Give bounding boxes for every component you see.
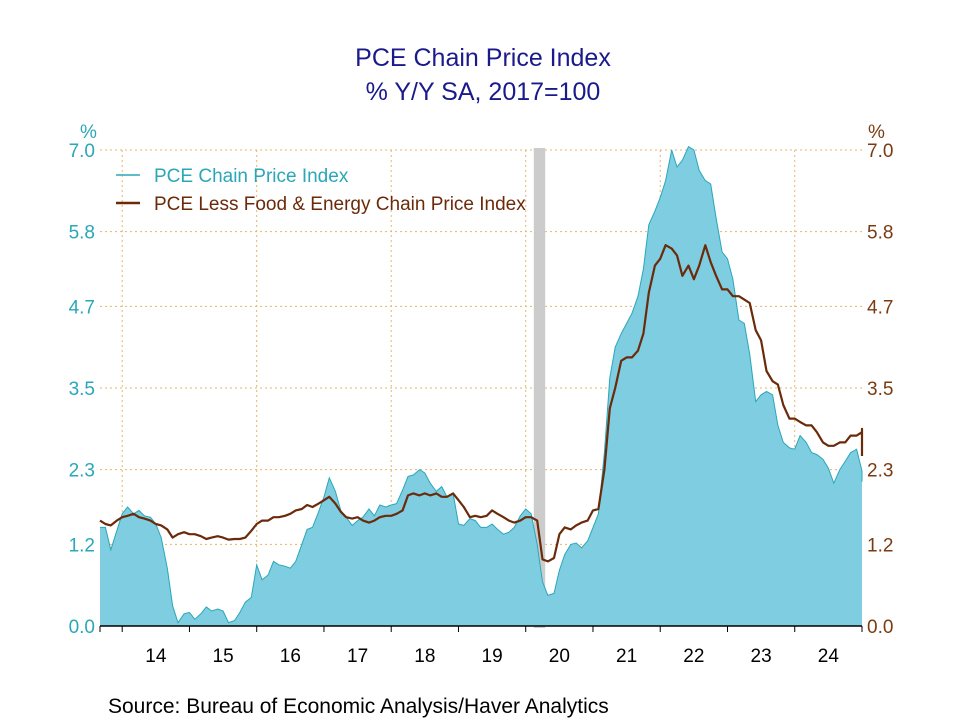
legend-pce-label: PCE Chain Price Index — [154, 166, 349, 187]
y-tick-labels: 0.0 0.0 1.2 1.2 2.3 2.3 3.5 3.5 4.7 4.7 5.8 5.8 7.0 7… — [69, 141, 894, 638]
x-tick-label: 23 — [751, 646, 772, 667]
right-y-tick-label: 5.8 — [867, 223, 893, 244]
right-y-tick-label: 1.2 — [867, 535, 893, 556]
left-axis-unit: % — [80, 122, 97, 143]
recession-band — [533, 148, 546, 628]
left-y-tick-label: 0.0 — [69, 617, 95, 638]
x-tick-label: 24 — [818, 646, 840, 667]
left-y-tick-label: 7.0 — [69, 141, 95, 162]
right-y-tick-label: 4.7 — [867, 297, 893, 318]
legend: PCE Chain Price Index PCE Less Food & En… — [116, 166, 526, 215]
right-axis-unit: % — [868, 122, 885, 143]
pce-area — [100, 146, 862, 626]
x-tick-label: 20 — [549, 646, 570, 667]
left-y-tick-label: 1.2 — [69, 535, 95, 556]
right-y-tick-label: 0.0 — [867, 617, 893, 638]
x-tick-label: 19 — [482, 646, 503, 667]
left-y-tick-label: 3.5 — [69, 379, 95, 400]
right-y-tick-label: 3.5 — [867, 379, 893, 400]
axes — [99, 625, 863, 632]
left-y-tick-label: 5.8 — [69, 223, 95, 244]
x-tick-label: 14 — [145, 646, 167, 667]
right-y-tick-label: 7.0 — [867, 141, 893, 162]
x-tick-label: 22 — [683, 646, 704, 667]
source-note: Source: Bureau of Economic Analysis/Have… — [108, 695, 609, 718]
left-y-tick-label: 4.7 — [69, 297, 95, 318]
x-tick-label: 16 — [280, 646, 301, 667]
left-y-tick-label: 2.3 — [69, 461, 95, 482]
pce-line — [100, 145, 863, 624]
chart-title: PCE Chain Price Index — [355, 44, 611, 72]
chart-subtitle: % Y/Y SA, 2017=100 — [366, 78, 601, 106]
x-tick-label: 21 — [616, 646, 637, 667]
x-tick-label: 18 — [414, 646, 435, 667]
legend-core-label: PCE Less Food & Energy Chain Price Index — [154, 194, 526, 215]
x-tick-label: 15 — [213, 646, 234, 667]
x-tick-label: 17 — [347, 646, 368, 667]
x-tick-labels: 14 15 16 17 18 19 20 21 22 23 24 — [145, 646, 839, 667]
right-y-tick-label: 2.3 — [867, 461, 893, 482]
core-pce-line — [99, 244, 864, 563]
